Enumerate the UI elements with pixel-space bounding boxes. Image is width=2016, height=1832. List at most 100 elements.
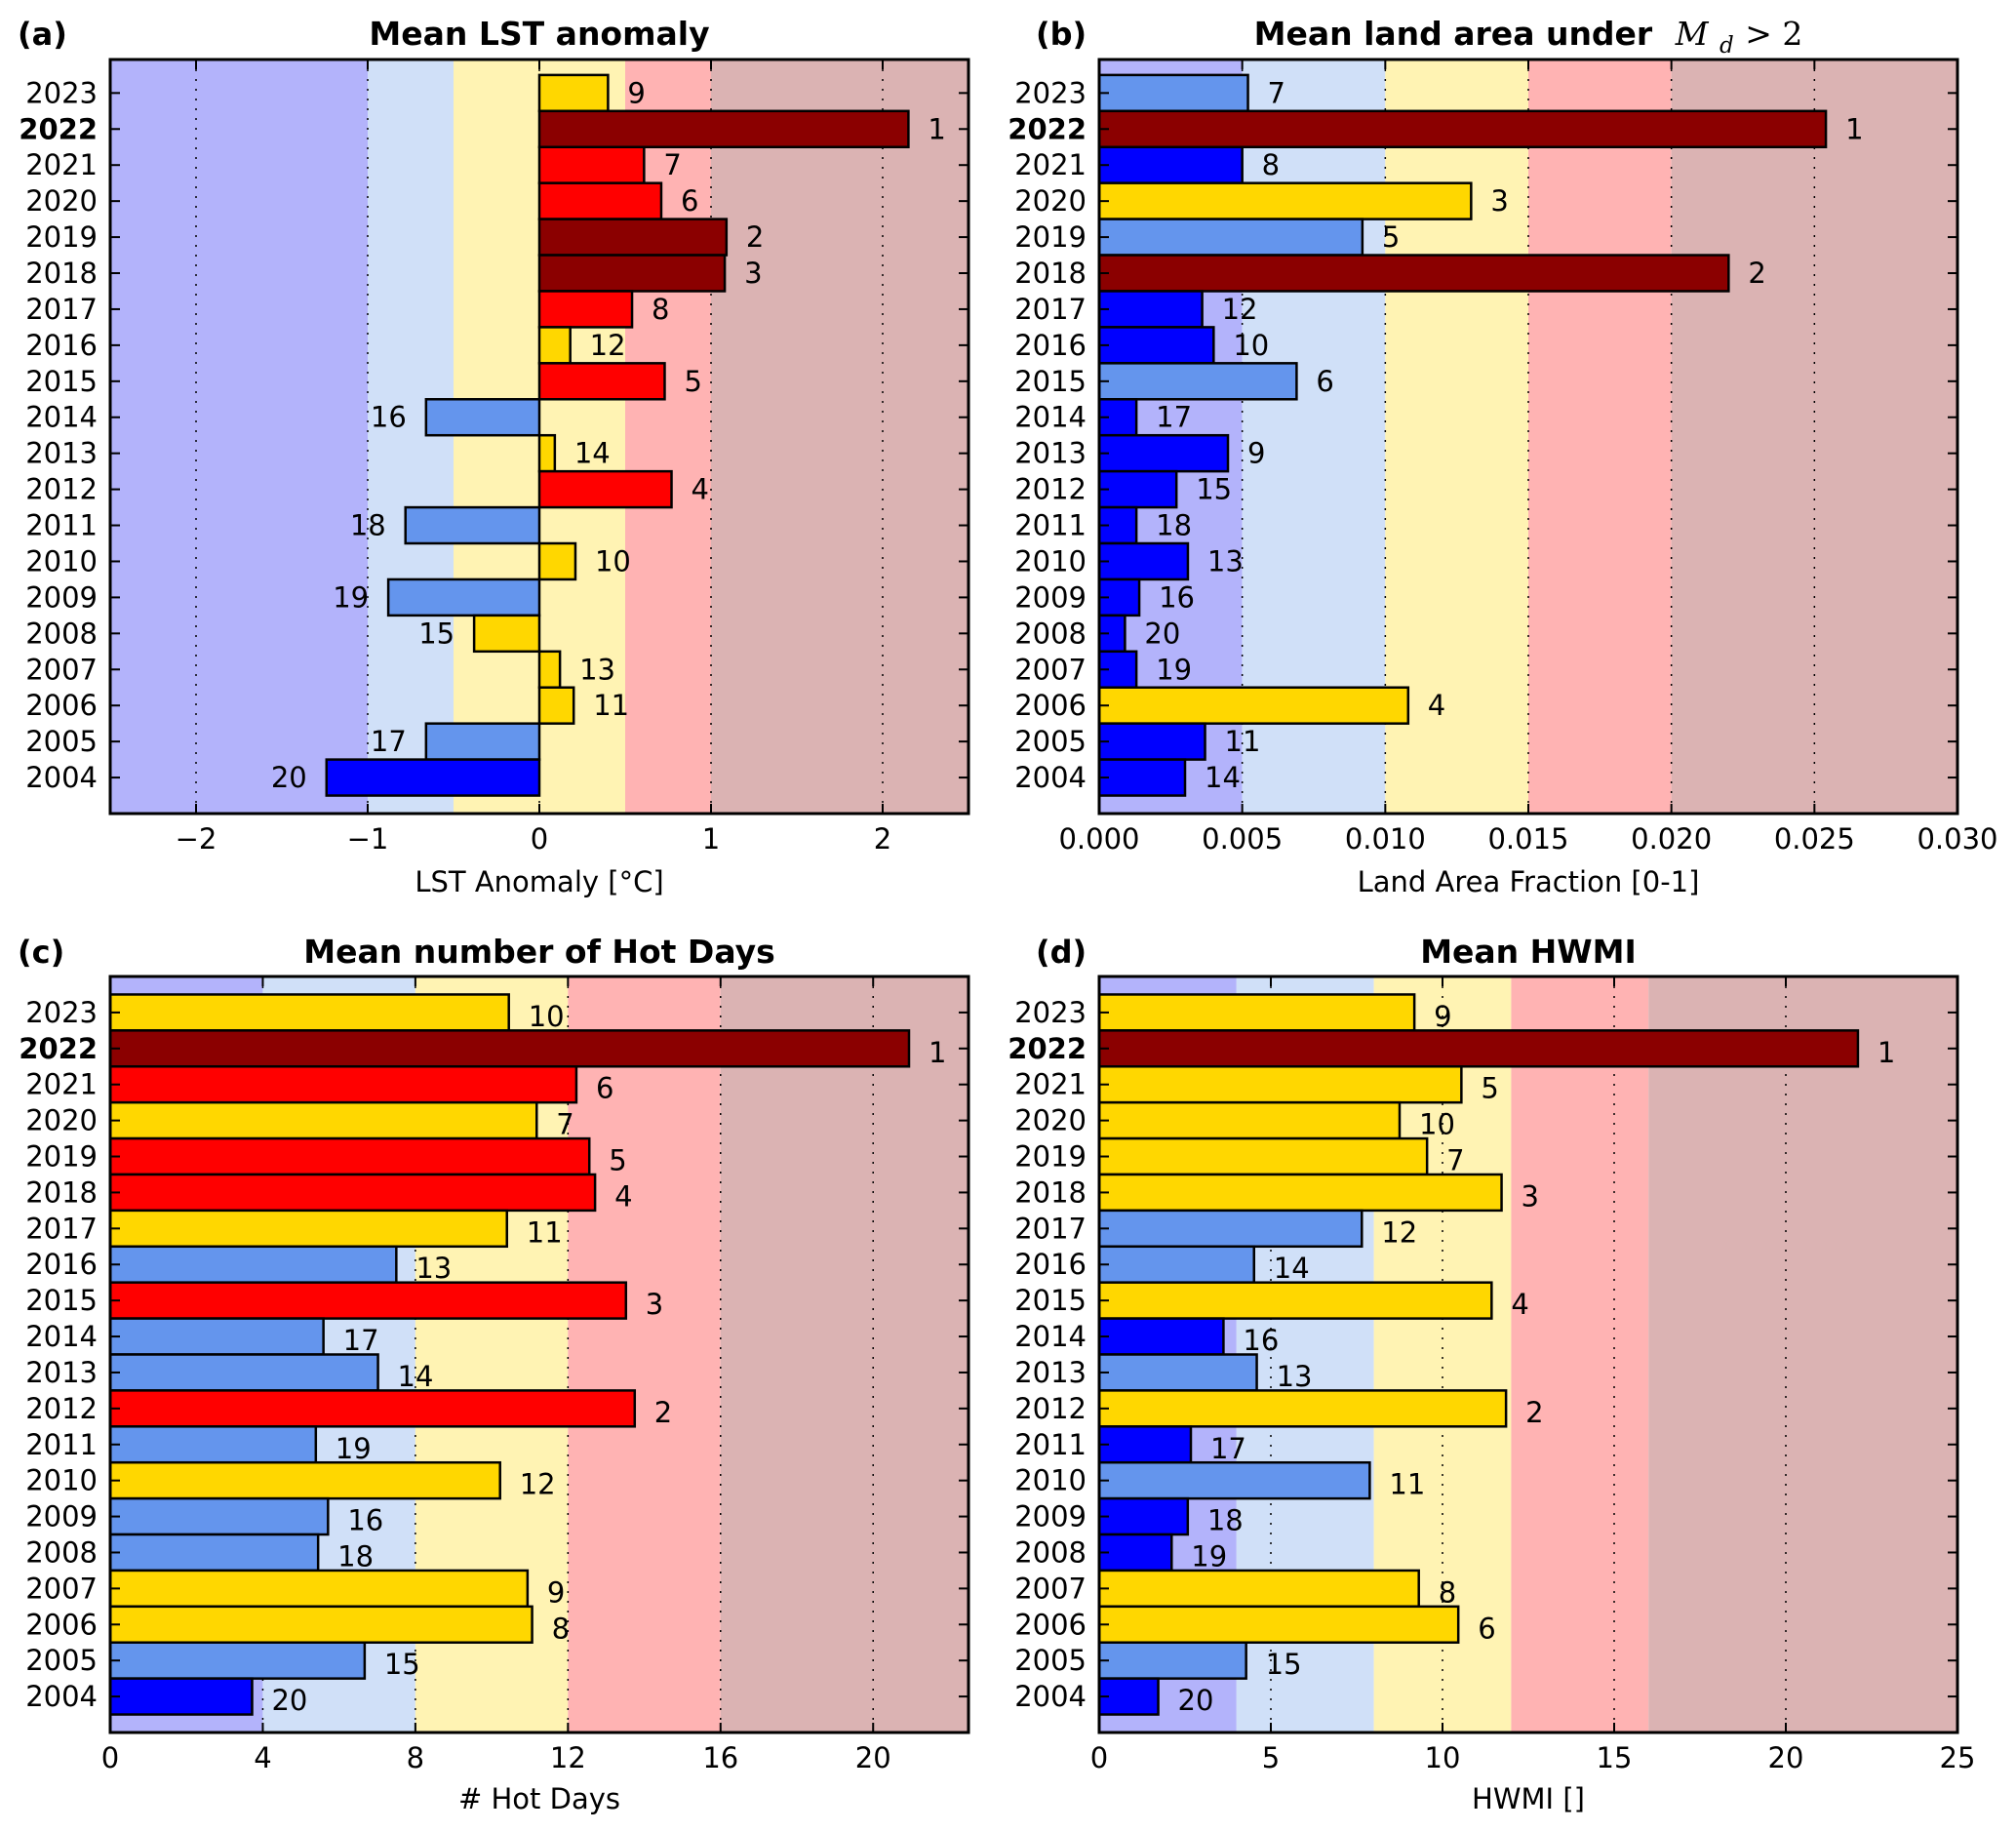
y-tick-label: 2006 bbox=[1014, 689, 1087, 722]
x-tick-label: 10 bbox=[1425, 1741, 1461, 1774]
panel-b-title: Mean land area under M d > 2 bbox=[1254, 15, 1803, 60]
rank-label-2018: 2 bbox=[1748, 257, 1765, 290]
panel-letter-a: (a) bbox=[18, 16, 67, 53]
x-tick-label: 1 bbox=[702, 822, 720, 856]
y-tick-label: 2020 bbox=[1014, 1104, 1087, 1137]
background-band bbox=[1648, 976, 1957, 1732]
x-tick-label: 15 bbox=[1597, 1741, 1633, 1774]
bar-2006 bbox=[108, 1605, 534, 1644]
rank-label-2023: 9 bbox=[627, 76, 645, 109]
bar-2023 bbox=[1097, 993, 1416, 1032]
rank-label-2016: 12 bbox=[590, 329, 626, 362]
bar-2013 bbox=[1097, 1353, 1258, 1392]
bar-2021 bbox=[537, 145, 646, 184]
y-tick-label: 2004 bbox=[25, 761, 98, 794]
y-tick-label: 2013 bbox=[25, 1356, 98, 1389]
plot-area: 9202312022520211020207201932018122017142… bbox=[1008, 975, 1976, 1774]
panel-b-title-math-subscript: d bbox=[1720, 33, 1734, 59]
panel-b: 7202312022820213202052019220181220171020… bbox=[1008, 15, 1997, 898]
bar-2015 bbox=[537, 362, 666, 401]
bar-2004 bbox=[108, 1677, 254, 1716]
y-tick-label: 2009 bbox=[25, 1500, 98, 1533]
x-tick-label: 20 bbox=[1768, 1741, 1804, 1774]
bar-2016 bbox=[1097, 326, 1215, 365]
panel-b-title-math-symbol: M bbox=[1675, 15, 1710, 53]
background-band bbox=[568, 976, 721, 1732]
bar-2015 bbox=[1097, 362, 1298, 401]
bar-2016 bbox=[1097, 1245, 1256, 1284]
rank-label-2004: 14 bbox=[1205, 761, 1241, 794]
bar-2019 bbox=[108, 1136, 591, 1176]
y-tick-label: 2018 bbox=[25, 1175, 98, 1209]
y-tick-label-highlight: 2022 bbox=[19, 1032, 98, 1065]
rank-label-2016: 10 bbox=[1233, 329, 1269, 362]
rank-label-2013: 14 bbox=[574, 437, 611, 470]
rank-label-2004: 20 bbox=[271, 1684, 307, 1717]
rank-label-2021: 6 bbox=[596, 1072, 613, 1105]
y-tick-label: 2007 bbox=[1014, 1572, 1087, 1605]
bar-2022 bbox=[537, 109, 910, 148]
rank-label-2023: 9 bbox=[1434, 1000, 1451, 1033]
bar-2023 bbox=[1097, 73, 1249, 113]
bar-2017 bbox=[108, 1209, 509, 1249]
y-tick-label: 2015 bbox=[1014, 1284, 1087, 1317]
bar-2018 bbox=[1097, 254, 1730, 293]
y-tick-label: 2014 bbox=[1014, 1320, 1087, 1353]
x-tick-label: 25 bbox=[1940, 1741, 1976, 1774]
y-tick-label: 2016 bbox=[25, 329, 98, 362]
bar-2022 bbox=[1097, 1029, 1860, 1068]
rank-label-2005: 11 bbox=[1225, 725, 1261, 758]
y-tick-label: 2020 bbox=[25, 1104, 98, 1137]
rank-label-2015: 3 bbox=[646, 1288, 663, 1321]
bar-2017 bbox=[537, 290, 634, 329]
bar-2016 bbox=[537, 326, 572, 365]
y-tick-label: 2015 bbox=[25, 1284, 98, 1317]
bar-2017 bbox=[1097, 1209, 1364, 1249]
x-tick-label: 20 bbox=[855, 1741, 891, 1774]
bar-2020 bbox=[537, 181, 663, 220]
y-tick-label: 2019 bbox=[1014, 1140, 1087, 1174]
rank-label-2018: 3 bbox=[744, 257, 762, 290]
bar-2005 bbox=[1097, 722, 1206, 761]
rank-label-2009: 18 bbox=[1207, 1504, 1244, 1537]
rank-label-2020: 10 bbox=[1419, 1108, 1455, 1141]
background-band bbox=[1511, 976, 1649, 1732]
rank-label-2019: 2 bbox=[746, 220, 764, 254]
y-tick-label: 2009 bbox=[1014, 1500, 1087, 1533]
rank-label-2006: 6 bbox=[1478, 1612, 1495, 1645]
x-tick-label: 0 bbox=[101, 1741, 119, 1774]
y-tick-label: 2011 bbox=[25, 1428, 98, 1461]
y-tick-label: 2018 bbox=[1014, 1175, 1087, 1209]
bar-2008 bbox=[108, 1533, 320, 1573]
bar-2021 bbox=[1097, 145, 1244, 184]
y-tick-label: 2014 bbox=[25, 401, 98, 434]
bar-2006 bbox=[1097, 1605, 1460, 1644]
bar-2012 bbox=[108, 1389, 637, 1428]
y-tick-label: 2010 bbox=[25, 544, 98, 577]
plot-area: 7202312022820213202052019220181220171020… bbox=[1008, 58, 1998, 856]
rank-label-2018: 4 bbox=[614, 1179, 632, 1213]
y-tick-label: 2008 bbox=[1014, 1535, 1087, 1569]
x-tick-label: 0.015 bbox=[1487, 822, 1568, 856]
bar-2018 bbox=[108, 1173, 597, 1213]
y-tick-label: 2009 bbox=[25, 580, 98, 614]
rank-label-2012: 2 bbox=[654, 1396, 672, 1429]
rank-label-2015: 6 bbox=[1316, 365, 1333, 398]
background-band bbox=[1528, 60, 1672, 814]
rank-label-2008: 15 bbox=[418, 617, 455, 650]
rank-label-2010: 13 bbox=[1207, 544, 1244, 577]
y-tick-label: 2015 bbox=[25, 365, 98, 398]
bar-2019 bbox=[1097, 218, 1364, 257]
rank-label-2009: 16 bbox=[1159, 580, 1195, 614]
rank-label-2021: 7 bbox=[663, 148, 681, 181]
y-tick-label: 2013 bbox=[1014, 437, 1087, 470]
y-tick-label-highlight: 2022 bbox=[1008, 1032, 1087, 1065]
y-tick-label: 2004 bbox=[25, 1680, 98, 1713]
x-tick-label: 0.005 bbox=[1202, 822, 1283, 856]
bar-2016 bbox=[108, 1245, 398, 1284]
rank-label-2011: 19 bbox=[336, 1432, 372, 1465]
bar-2006 bbox=[537, 686, 575, 725]
rank-label-2019: 5 bbox=[1382, 220, 1400, 254]
y-tick-label: 2012 bbox=[25, 473, 98, 506]
y-tick-label: 2013 bbox=[1014, 1356, 1087, 1389]
